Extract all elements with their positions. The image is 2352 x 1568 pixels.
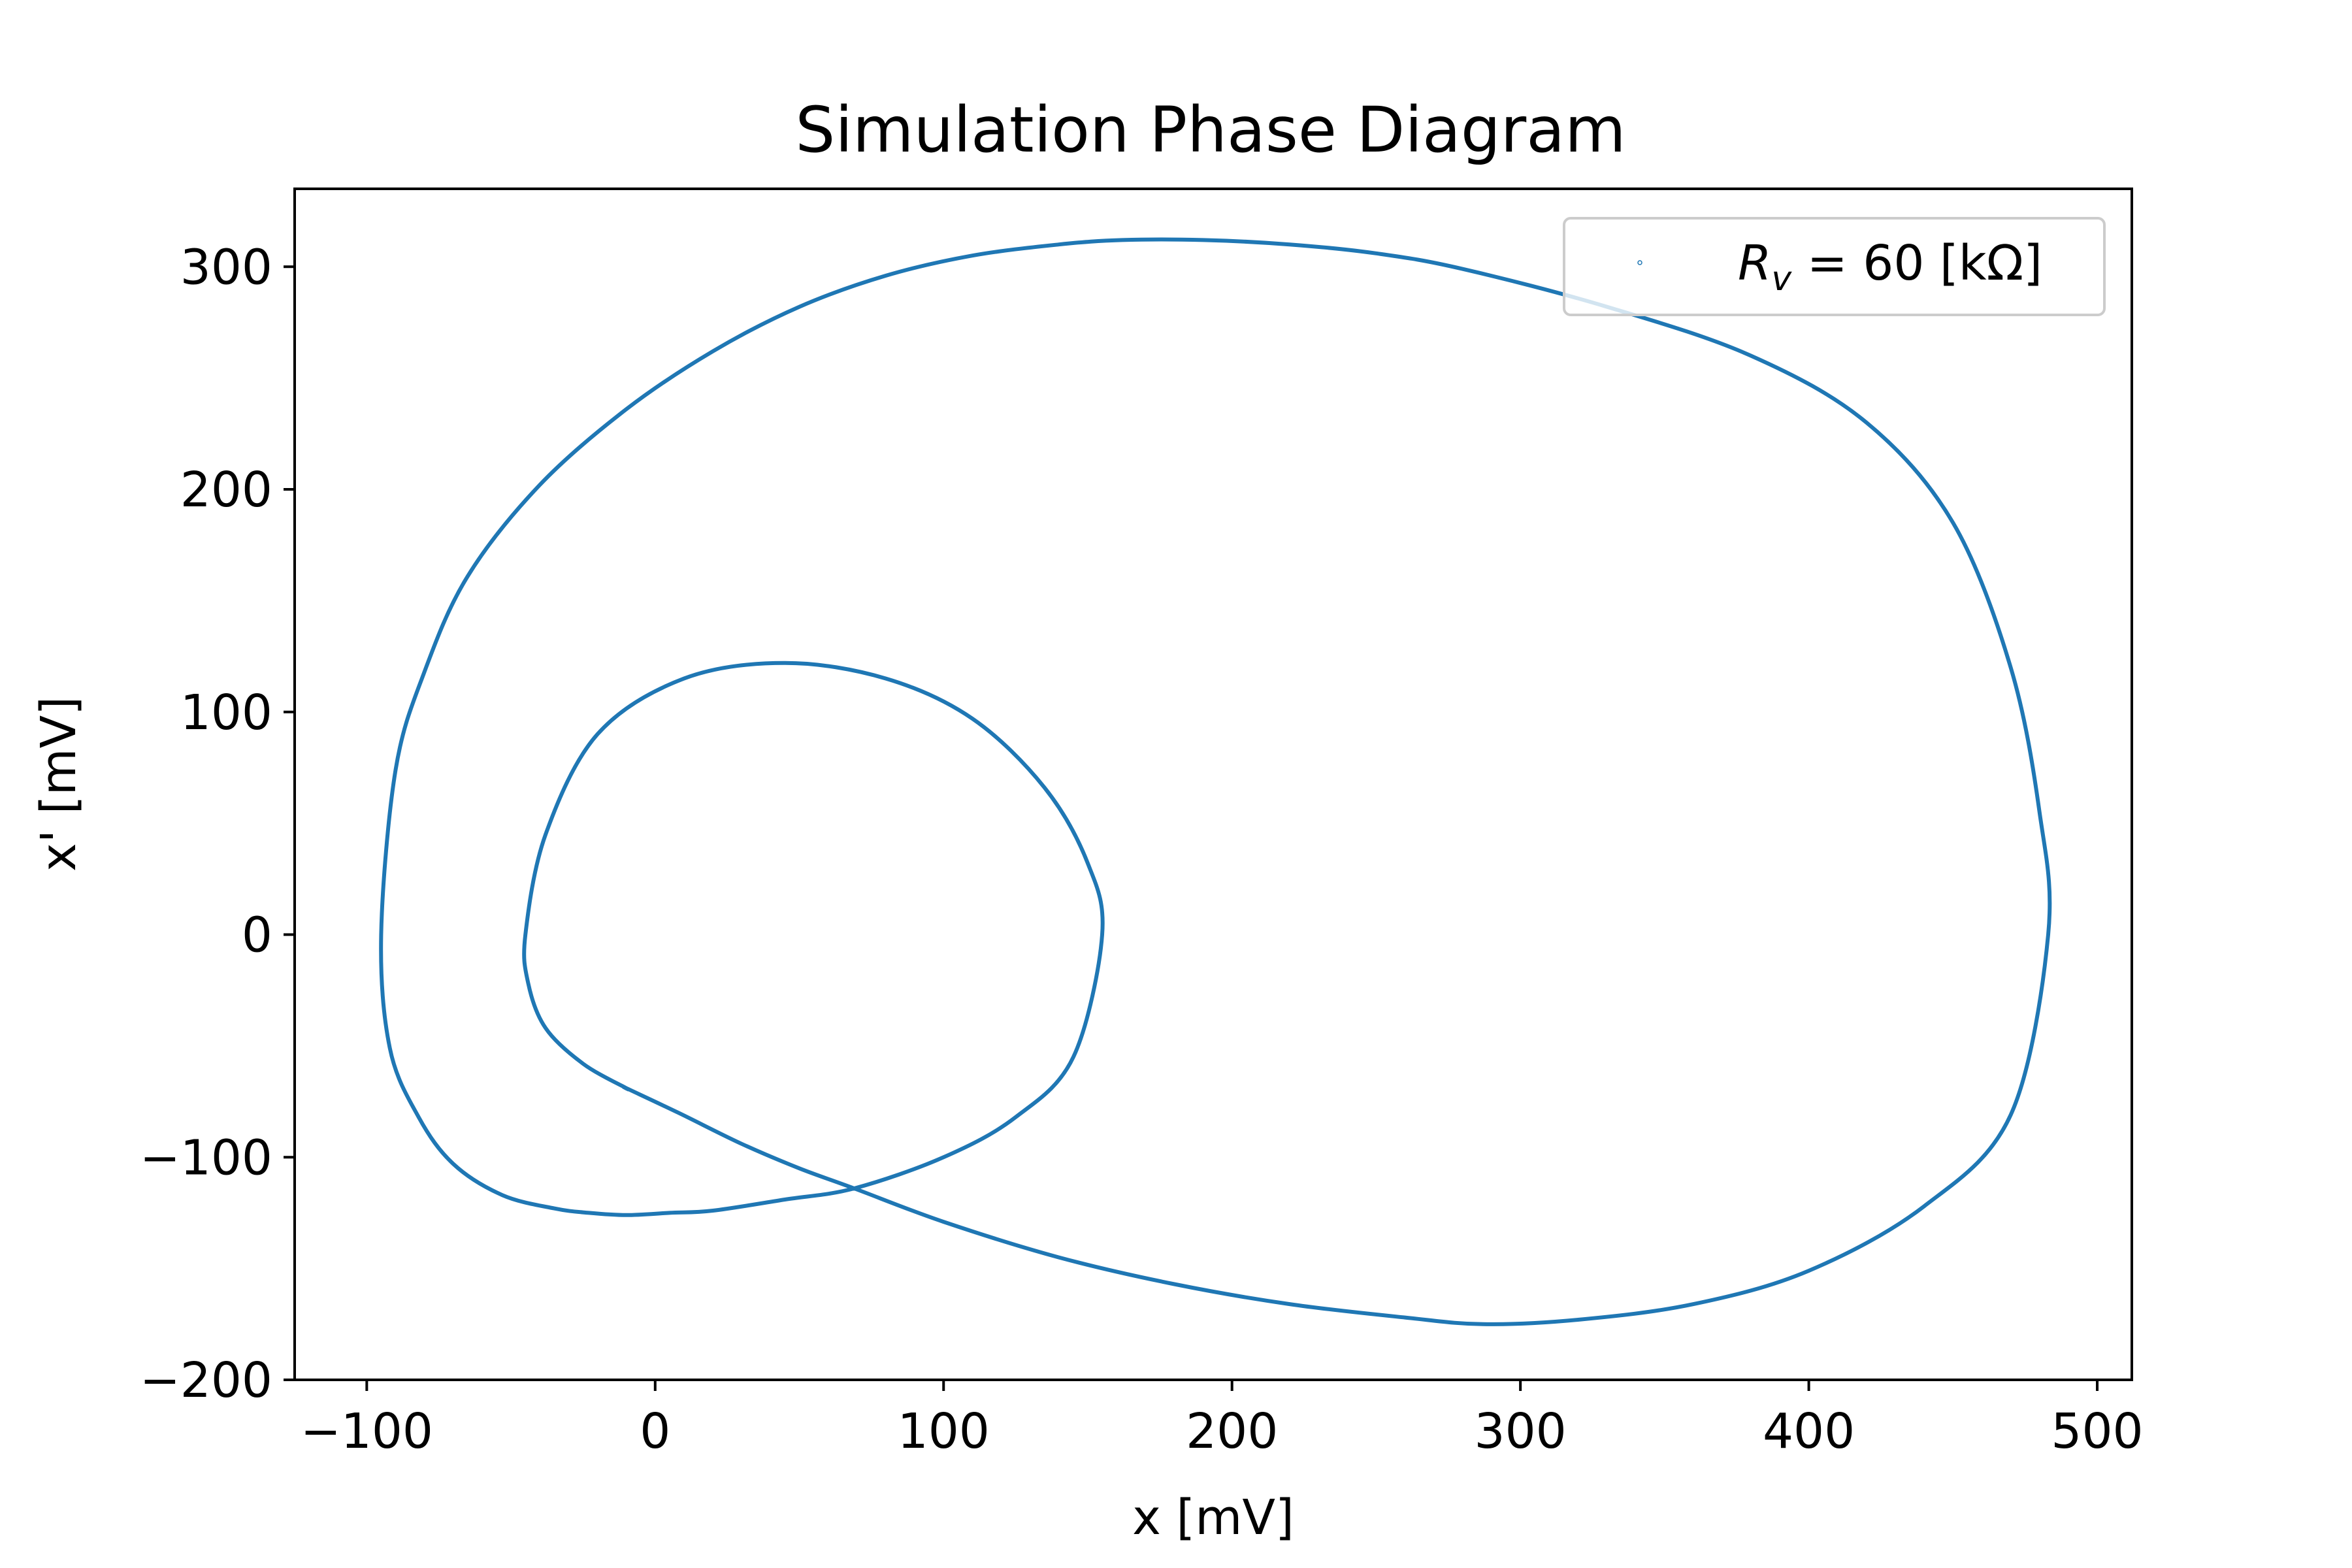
x-tick-label: 500: [2051, 1403, 2143, 1460]
axes-frame: [293, 188, 2133, 1381]
legend-marker: [1637, 260, 1642, 265]
x-axis-label: x [mV]: [1132, 1490, 1294, 1546]
legend-box: [1563, 217, 2106, 316]
y-tick-label: 0: [242, 907, 272, 964]
x-tick-label: 400: [1763, 1403, 1855, 1460]
y-tick-label: 100: [180, 685, 272, 741]
x-tick-label: −100: [301, 1403, 433, 1460]
legend-symbol: R: [1738, 235, 1771, 291]
legend: Rv = 60 [kΩ]: [1563, 217, 2106, 316]
x-tick-label: 100: [898, 1403, 990, 1460]
legend-label: Rv = 60 [kΩ]: [1738, 235, 2042, 299]
phase-trajectory-series: [379, 237, 2052, 1326]
legend-subscript: v: [1771, 259, 1792, 299]
x-tick-label: 0: [640, 1403, 670, 1460]
y-tick-label: −100: [140, 1130, 272, 1186]
x-tick-label: 300: [1475, 1403, 1567, 1460]
plot-area: [379, 237, 2052, 1326]
y-axis-label: x' [mV]: [31, 696, 87, 872]
legend-value: = 60 [kΩ]: [1791, 235, 2042, 291]
x-tick-label: 200: [1186, 1403, 1278, 1460]
y-tick-label: 300: [180, 239, 272, 295]
y-tick-label: 200: [180, 462, 272, 518]
axis-ticks: −100 0 100 200 300 400 500 −200 −100 0 100 200 300: [140, 239, 2144, 1460]
y-tick-label: −200: [140, 1352, 272, 1409]
chart-title: Simulation Phase Diagram: [795, 93, 1625, 167]
